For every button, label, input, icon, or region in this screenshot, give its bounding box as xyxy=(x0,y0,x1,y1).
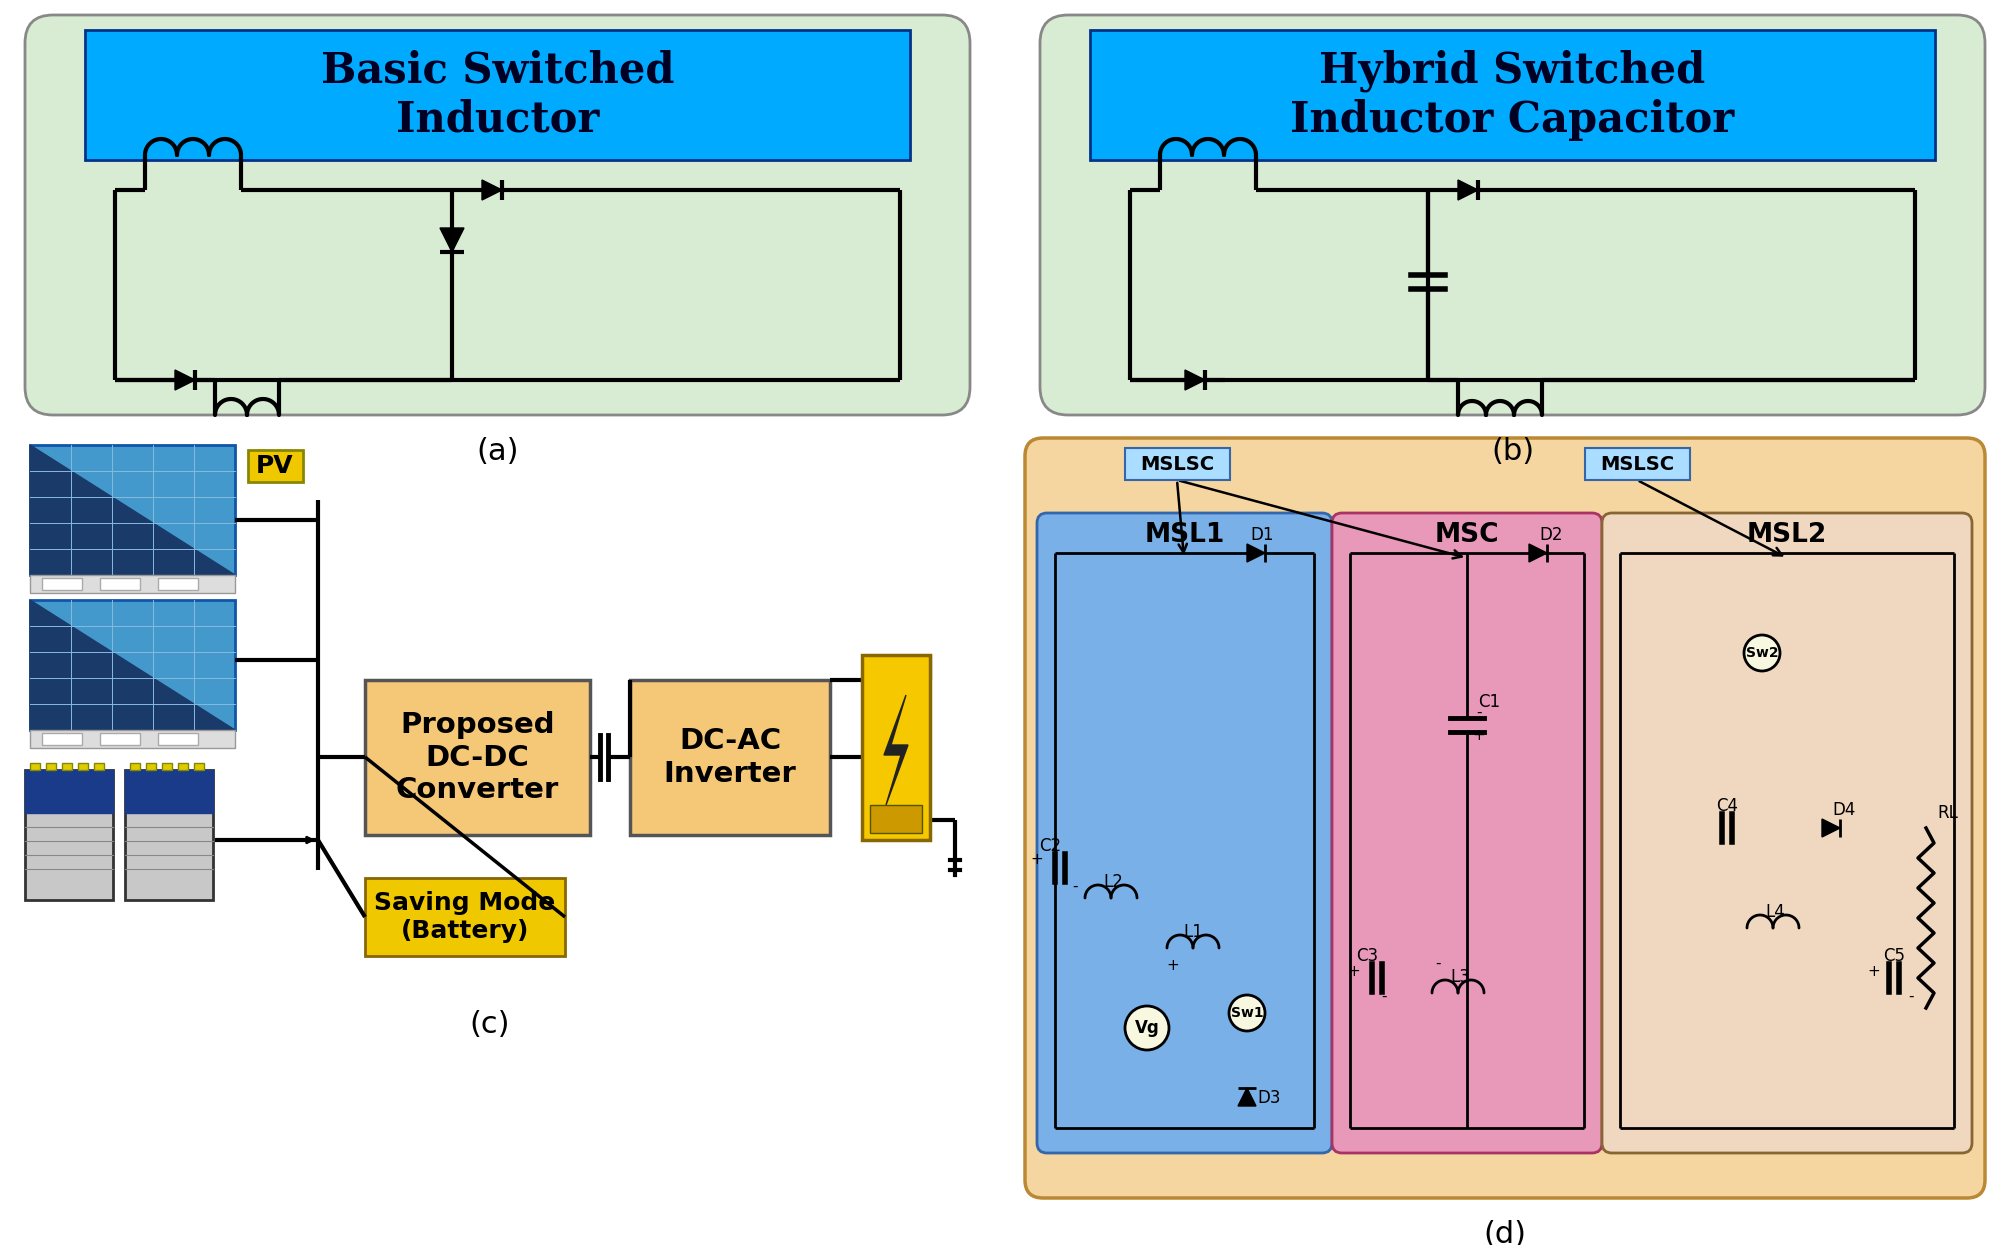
Text: L4: L4 xyxy=(1764,903,1784,921)
Bar xyxy=(24,769,112,813)
Text: (a): (a) xyxy=(476,437,518,466)
Text: Saving Mode
(Battery): Saving Mode (Battery) xyxy=(375,891,556,942)
Polygon shape xyxy=(1238,1088,1256,1106)
FancyBboxPatch shape xyxy=(1602,513,1973,1153)
Bar xyxy=(159,578,199,590)
Text: MSL2: MSL2 xyxy=(1746,522,1826,548)
Text: -: - xyxy=(1072,879,1078,894)
Bar xyxy=(42,578,82,590)
Text: -: - xyxy=(1477,705,1481,720)
Text: +: + xyxy=(1347,965,1361,980)
Text: C4: C4 xyxy=(1716,797,1738,815)
FancyBboxPatch shape xyxy=(1038,513,1333,1153)
Text: MSLSC: MSLSC xyxy=(1140,454,1214,473)
Bar xyxy=(163,763,173,769)
Bar xyxy=(179,763,189,769)
Text: Proposed
DC-DC
Converter: Proposed DC-DC Converter xyxy=(395,711,560,804)
Text: MSC: MSC xyxy=(1435,522,1499,548)
Text: L2: L2 xyxy=(1104,873,1124,891)
Text: RL: RL xyxy=(1937,804,1959,822)
Bar xyxy=(100,578,140,590)
Text: C2: C2 xyxy=(1040,837,1062,855)
Text: MSLSC: MSLSC xyxy=(1600,454,1674,473)
Bar xyxy=(630,680,831,835)
Bar xyxy=(249,449,303,482)
Bar xyxy=(365,680,590,835)
Bar xyxy=(84,30,909,161)
Text: Hybrid Switched
Inductor Capacitor: Hybrid Switched Inductor Capacitor xyxy=(1291,50,1734,141)
Bar xyxy=(30,444,235,575)
FancyBboxPatch shape xyxy=(1040,15,1985,415)
Bar xyxy=(1090,30,1935,161)
Text: DC-AC
Inverter: DC-AC Inverter xyxy=(664,727,797,788)
Bar xyxy=(46,763,56,769)
FancyBboxPatch shape xyxy=(24,15,969,415)
Polygon shape xyxy=(1184,370,1204,390)
Bar xyxy=(130,763,140,769)
Polygon shape xyxy=(30,444,235,575)
Circle shape xyxy=(1126,1006,1168,1050)
Bar xyxy=(195,763,205,769)
Bar xyxy=(124,769,213,813)
Text: (c): (c) xyxy=(470,1010,510,1040)
Text: (d): (d) xyxy=(1483,1220,1527,1245)
Text: +: + xyxy=(1032,853,1044,868)
Polygon shape xyxy=(1457,181,1477,200)
Circle shape xyxy=(1744,635,1780,671)
Text: +: + xyxy=(1166,959,1180,974)
Polygon shape xyxy=(1529,544,1547,561)
Text: D1: D1 xyxy=(1250,525,1274,544)
Text: +: + xyxy=(1473,728,1485,743)
Bar xyxy=(30,763,40,769)
Text: L3: L3 xyxy=(1451,969,1469,986)
Text: Vg: Vg xyxy=(1134,1018,1160,1037)
Bar xyxy=(78,763,88,769)
Polygon shape xyxy=(440,228,464,251)
Polygon shape xyxy=(883,695,907,806)
Polygon shape xyxy=(482,181,502,200)
Text: D2: D2 xyxy=(1539,525,1563,544)
Polygon shape xyxy=(175,370,195,390)
Bar xyxy=(365,878,566,956)
Text: L1: L1 xyxy=(1182,923,1202,941)
Text: Sw1: Sw1 xyxy=(1230,1006,1262,1020)
Text: Sw2: Sw2 xyxy=(1746,646,1778,660)
Text: Basic Switched
Inductor: Basic Switched Inductor xyxy=(321,50,674,141)
FancyBboxPatch shape xyxy=(1026,438,1985,1198)
Bar xyxy=(30,575,235,593)
Text: D3: D3 xyxy=(1256,1089,1280,1107)
Bar xyxy=(147,763,157,769)
Text: C3: C3 xyxy=(1357,947,1379,965)
Text: C5: C5 xyxy=(1883,947,1905,965)
Bar xyxy=(30,600,235,730)
Text: C1: C1 xyxy=(1477,693,1499,711)
Bar xyxy=(94,763,104,769)
Text: MSL1: MSL1 xyxy=(1144,522,1224,548)
Bar xyxy=(1586,448,1690,481)
Bar xyxy=(42,733,82,745)
Polygon shape xyxy=(30,600,235,730)
Polygon shape xyxy=(1246,544,1264,561)
Text: -: - xyxy=(1435,955,1441,971)
FancyBboxPatch shape xyxy=(1333,513,1602,1153)
Circle shape xyxy=(1228,995,1264,1031)
Bar xyxy=(1126,448,1230,481)
Text: D4: D4 xyxy=(1832,801,1856,819)
Bar xyxy=(24,769,112,900)
Bar xyxy=(159,733,199,745)
Text: PV: PV xyxy=(257,454,293,478)
Text: -: - xyxy=(1381,989,1387,1003)
Bar xyxy=(62,763,72,769)
Text: (b): (b) xyxy=(1491,437,1533,466)
Bar xyxy=(100,733,140,745)
Bar xyxy=(30,730,235,748)
Bar xyxy=(861,655,929,840)
Text: +: + xyxy=(1869,965,1881,980)
Bar xyxy=(124,769,213,900)
Bar xyxy=(869,806,921,833)
Text: -: - xyxy=(1909,989,1915,1003)
Polygon shape xyxy=(1822,819,1840,837)
